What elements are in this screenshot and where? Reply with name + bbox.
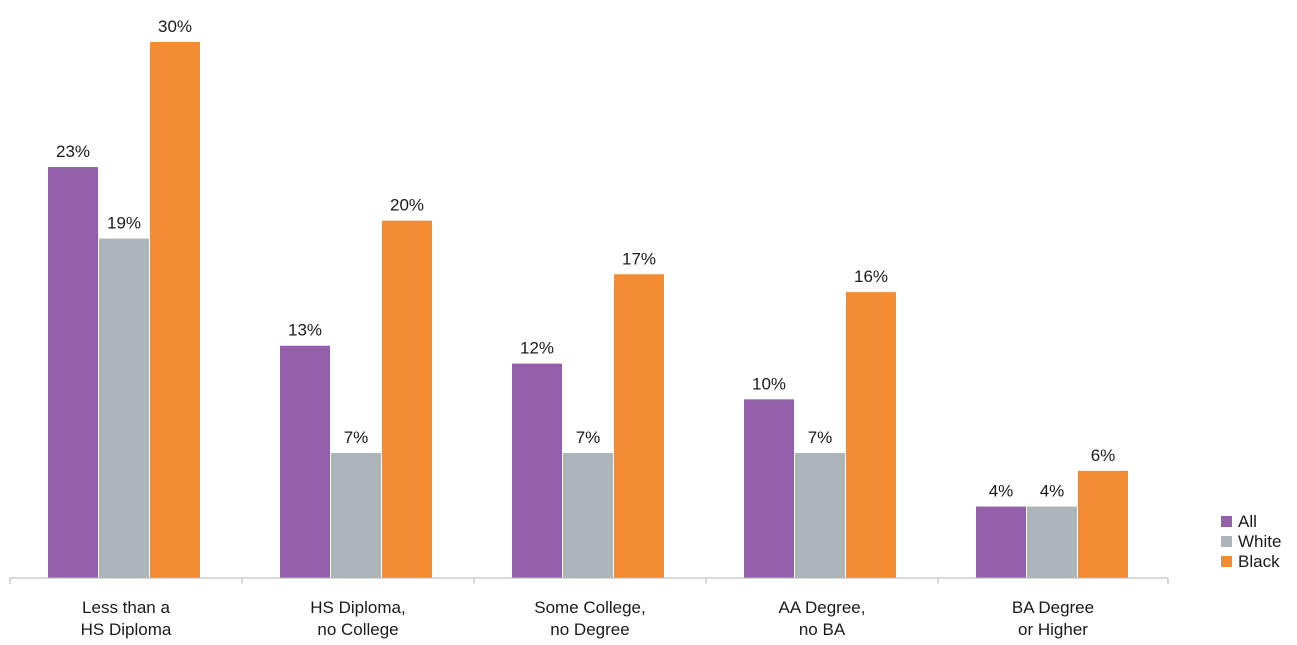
- bar-white-3: [795, 452, 845, 578]
- bar-white-2: [563, 452, 613, 578]
- x-axis: [9, 577, 1169, 584]
- bar-all-2: [512, 363, 562, 578]
- bar-black-2: [614, 274, 664, 578]
- bar-all-0: [48, 167, 98, 579]
- legend-swatch-black: [1221, 556, 1232, 567]
- bar-black-1: [382, 220, 432, 578]
- x-tick-labels: Less than a HS Diploma HS Diploma, no Colle…: [81, 598, 1094, 639]
- bar-white-1: [331, 452, 381, 578]
- bar-white-0: [99, 238, 149, 579]
- legend-swatch-all: [1221, 516, 1232, 527]
- bar-all-4: [976, 506, 1026, 578]
- legend-label-black: Black: [1238, 552, 1280, 571]
- data-label-white-1: 7%: [344, 428, 369, 447]
- data-label-white-2: 7%: [576, 428, 601, 447]
- data-label-white-3: 7%: [808, 428, 833, 447]
- x-tick-label-1: HS Diploma, no College: [310, 598, 405, 639]
- legend-label-all: All: [1238, 512, 1257, 531]
- data-label-black-0: 30%: [158, 17, 192, 36]
- data-label-black-2: 17%: [622, 249, 656, 268]
- legend-swatch-white: [1221, 536, 1232, 547]
- data-label-all-3: 10%: [752, 374, 786, 393]
- bar-all-3: [744, 399, 794, 578]
- bar-all-1: [280, 345, 330, 578]
- bars-layer: 23% 13% 12% 10% 4% 19% 7% 7% 7% 4% 30% 20% 17% 16% 6%: [48, 17, 1128, 579]
- bar-black-4: [1078, 470, 1128, 578]
- legend-label-white: White: [1238, 532, 1281, 551]
- bar-black-0: [150, 42, 200, 578]
- data-label-white-4: 4%: [1040, 482, 1065, 501]
- data-label-white-0: 19%: [107, 214, 141, 233]
- data-label-all-4: 4%: [989, 482, 1014, 501]
- x-tick-label-4: BA Degree or Higher: [1012, 598, 1094, 639]
- x-tick-label-0: Less than a HS Diploma: [81, 598, 172, 639]
- data-label-black-4: 6%: [1091, 446, 1116, 465]
- data-label-all-1: 13%: [288, 321, 322, 340]
- bar-white-4: [1027, 506, 1077, 578]
- bar-black-3: [846, 292, 896, 578]
- data-label-black-3: 16%: [854, 267, 888, 286]
- x-tick-label-3: AA Degree, no BA: [779, 598, 866, 639]
- data-label-all-0: 23%: [56, 142, 90, 161]
- x-tick-label-2: Some College, no Degree: [534, 598, 646, 639]
- data-label-all-2: 12%: [520, 339, 554, 358]
- data-label-black-1: 20%: [390, 196, 424, 215]
